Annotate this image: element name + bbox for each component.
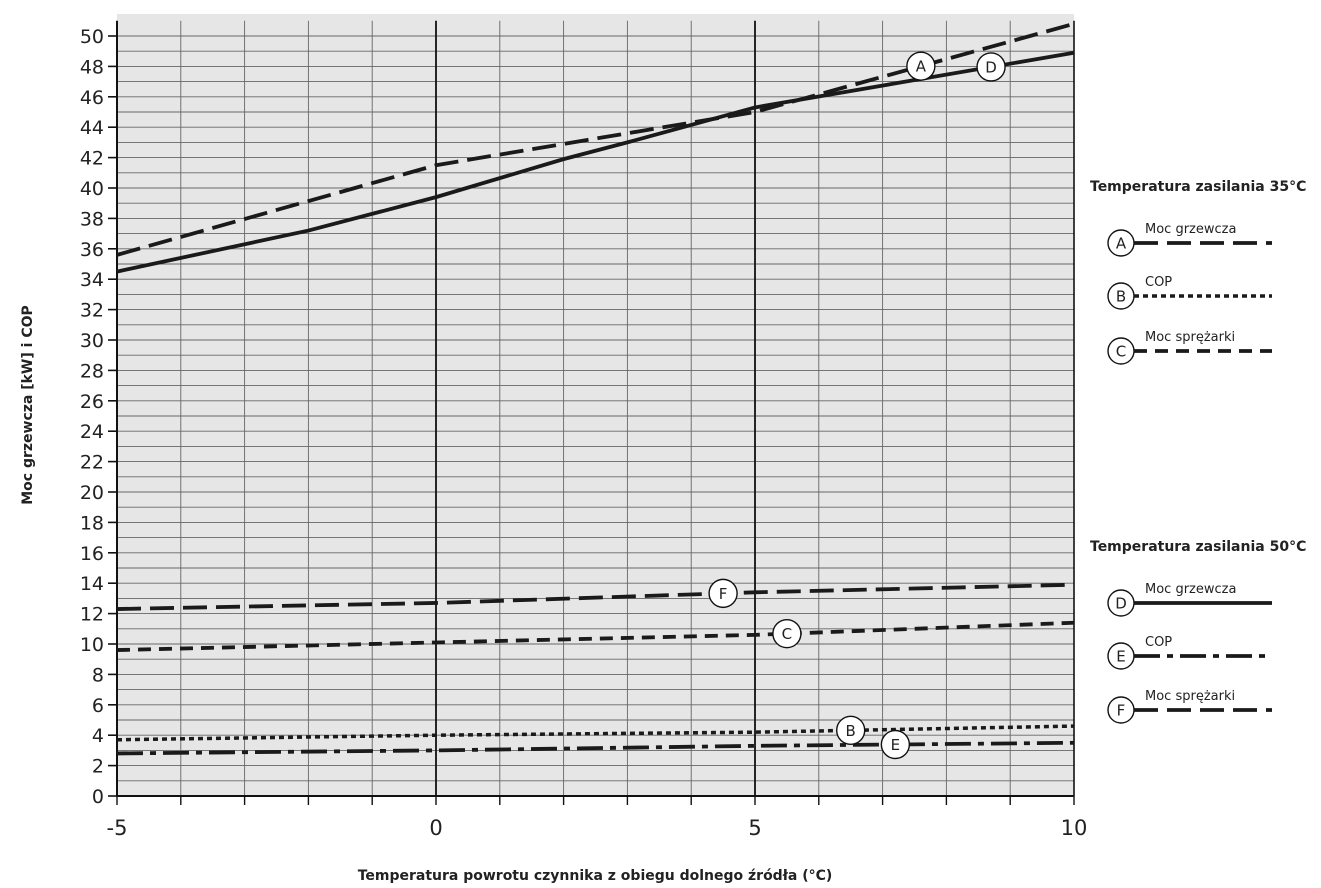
legend-letter: C: [1116, 343, 1126, 361]
series-markers: A B C D E F: [708, 51, 1006, 760]
legend-letter: D: [1115, 595, 1127, 613]
series-marker-C: C: [772, 618, 802, 649]
series-marker-F: F: [708, 578, 738, 609]
legend-label: COP: [1145, 635, 1172, 650]
marker-circle: [708, 578, 738, 609]
series-line-F: [116, 582, 1075, 611]
legend-letter: F: [1117, 702, 1126, 720]
legend-entry-A: A Moc grzewcza: [1107, 222, 1272, 257]
legend-label: COP: [1145, 275, 1172, 290]
y-tick-label: 40: [80, 178, 104, 200]
legend-entry-C: C Moc sprężarki: [1107, 330, 1272, 365]
y-tick-label: 22: [80, 452, 104, 474]
marker-circle: [772, 618, 802, 649]
y-tick-label: 12: [80, 604, 104, 626]
y-tick-label: 8: [92, 664, 104, 686]
legend-entry-D: D Moc grzewcza: [1107, 582, 1272, 617]
series-marker-B: B: [836, 715, 866, 746]
y-tick-label: 44: [80, 117, 104, 139]
x-tick-label: 10: [1061, 816, 1088, 840]
y-tick-label: 28: [80, 360, 104, 382]
y-tick-label: 6: [92, 695, 104, 717]
legend-letter: E: [1116, 648, 1125, 666]
marker-letter: E: [891, 736, 900, 754]
marker-circle: [836, 715, 866, 746]
y-tick-label: 50: [80, 26, 104, 48]
y-tick-label: 2: [92, 756, 104, 778]
legend-letter: A: [1116, 235, 1127, 253]
legend-label: Moc sprężarki: [1145, 330, 1235, 345]
series-line-A: [116, 22, 1075, 257]
y-tick-label: 26: [80, 391, 104, 413]
marker-circle: [976, 52, 1006, 82]
y-tick-label: 24: [80, 421, 104, 443]
x-tick-label: -5: [107, 816, 128, 840]
marker-letter: B: [846, 722, 856, 740]
y-tick-label: 0: [92, 786, 104, 808]
x-tick-label: 5: [748, 816, 761, 840]
legend-label: Moc grzewcza: [1145, 582, 1236, 597]
y-axis-ticks: 0246810121416182022242628303234363840424…: [80, 26, 117, 808]
y-axis-label: Moc grzewcza [kW] i COP: [20, 305, 36, 505]
series-line-E: [116, 740, 1075, 756]
series-line-B: [116, 724, 1075, 742]
y-tick-label: 20: [80, 482, 104, 504]
legend-entries: A Moc grzewcza B COP C Moc sprężarki D Moc grze…: [1107, 222, 1272, 724]
legend-label: Moc grzewcza: [1145, 222, 1236, 237]
legend: Temperatura zasilania 35°C Temperatura z…: [1090, 179, 1306, 724]
series-line-C: [116, 620, 1075, 652]
y-tick-label: 16: [80, 543, 104, 565]
legend-group2-title: Temperatura zasilania 50°C: [1090, 539, 1306, 555]
series-marker-D: D: [976, 52, 1006, 82]
marker-letter: D: [985, 58, 997, 76]
y-tick-label: 48: [80, 56, 104, 78]
y-tick-label: 10: [80, 634, 104, 656]
y-tick-label: 42: [80, 148, 104, 170]
y-tick-label: 30: [80, 330, 104, 352]
legend-entry-B: B COP: [1107, 275, 1272, 310]
series-line-D: [116, 50, 1075, 274]
marker-letter: A: [916, 58, 927, 76]
series-lines: [116, 22, 1075, 756]
y-tick-label: 4: [92, 725, 104, 747]
plot-background: [117, 14, 1074, 796]
legend-letter: B: [1116, 288, 1126, 306]
y-tick-label: 36: [80, 239, 104, 261]
y-tick-label: 18: [80, 512, 104, 534]
y-tick-label: 32: [80, 300, 104, 322]
marker-circle: [906, 51, 936, 81]
legend-label: Moc sprężarki: [1145, 689, 1235, 704]
x-tick-label: 0: [429, 816, 442, 840]
y-tick-label: 38: [80, 208, 104, 230]
legend-group1-title: Temperatura zasilania 35°C: [1090, 179, 1306, 195]
legend-entry-E: E COP: [1107, 635, 1272, 670]
x-axis-ticks: -5 0 5 10: [107, 796, 1088, 840]
y-tick-label: 46: [80, 87, 104, 109]
marker-circle: [880, 729, 911, 760]
legend-entry-F: F Moc sprężarki: [1107, 689, 1272, 724]
y-tick-label: 34: [80, 269, 104, 291]
marker-letter: C: [782, 625, 792, 643]
x-axis-label: Temperatura powrotu czynnika z obiegu do…: [358, 868, 833, 884]
y-tick-label: 14: [80, 573, 104, 595]
series-marker-E: E: [880, 729, 911, 760]
marker-letter: F: [719, 585, 728, 603]
series-marker-A: A: [906, 51, 936, 81]
